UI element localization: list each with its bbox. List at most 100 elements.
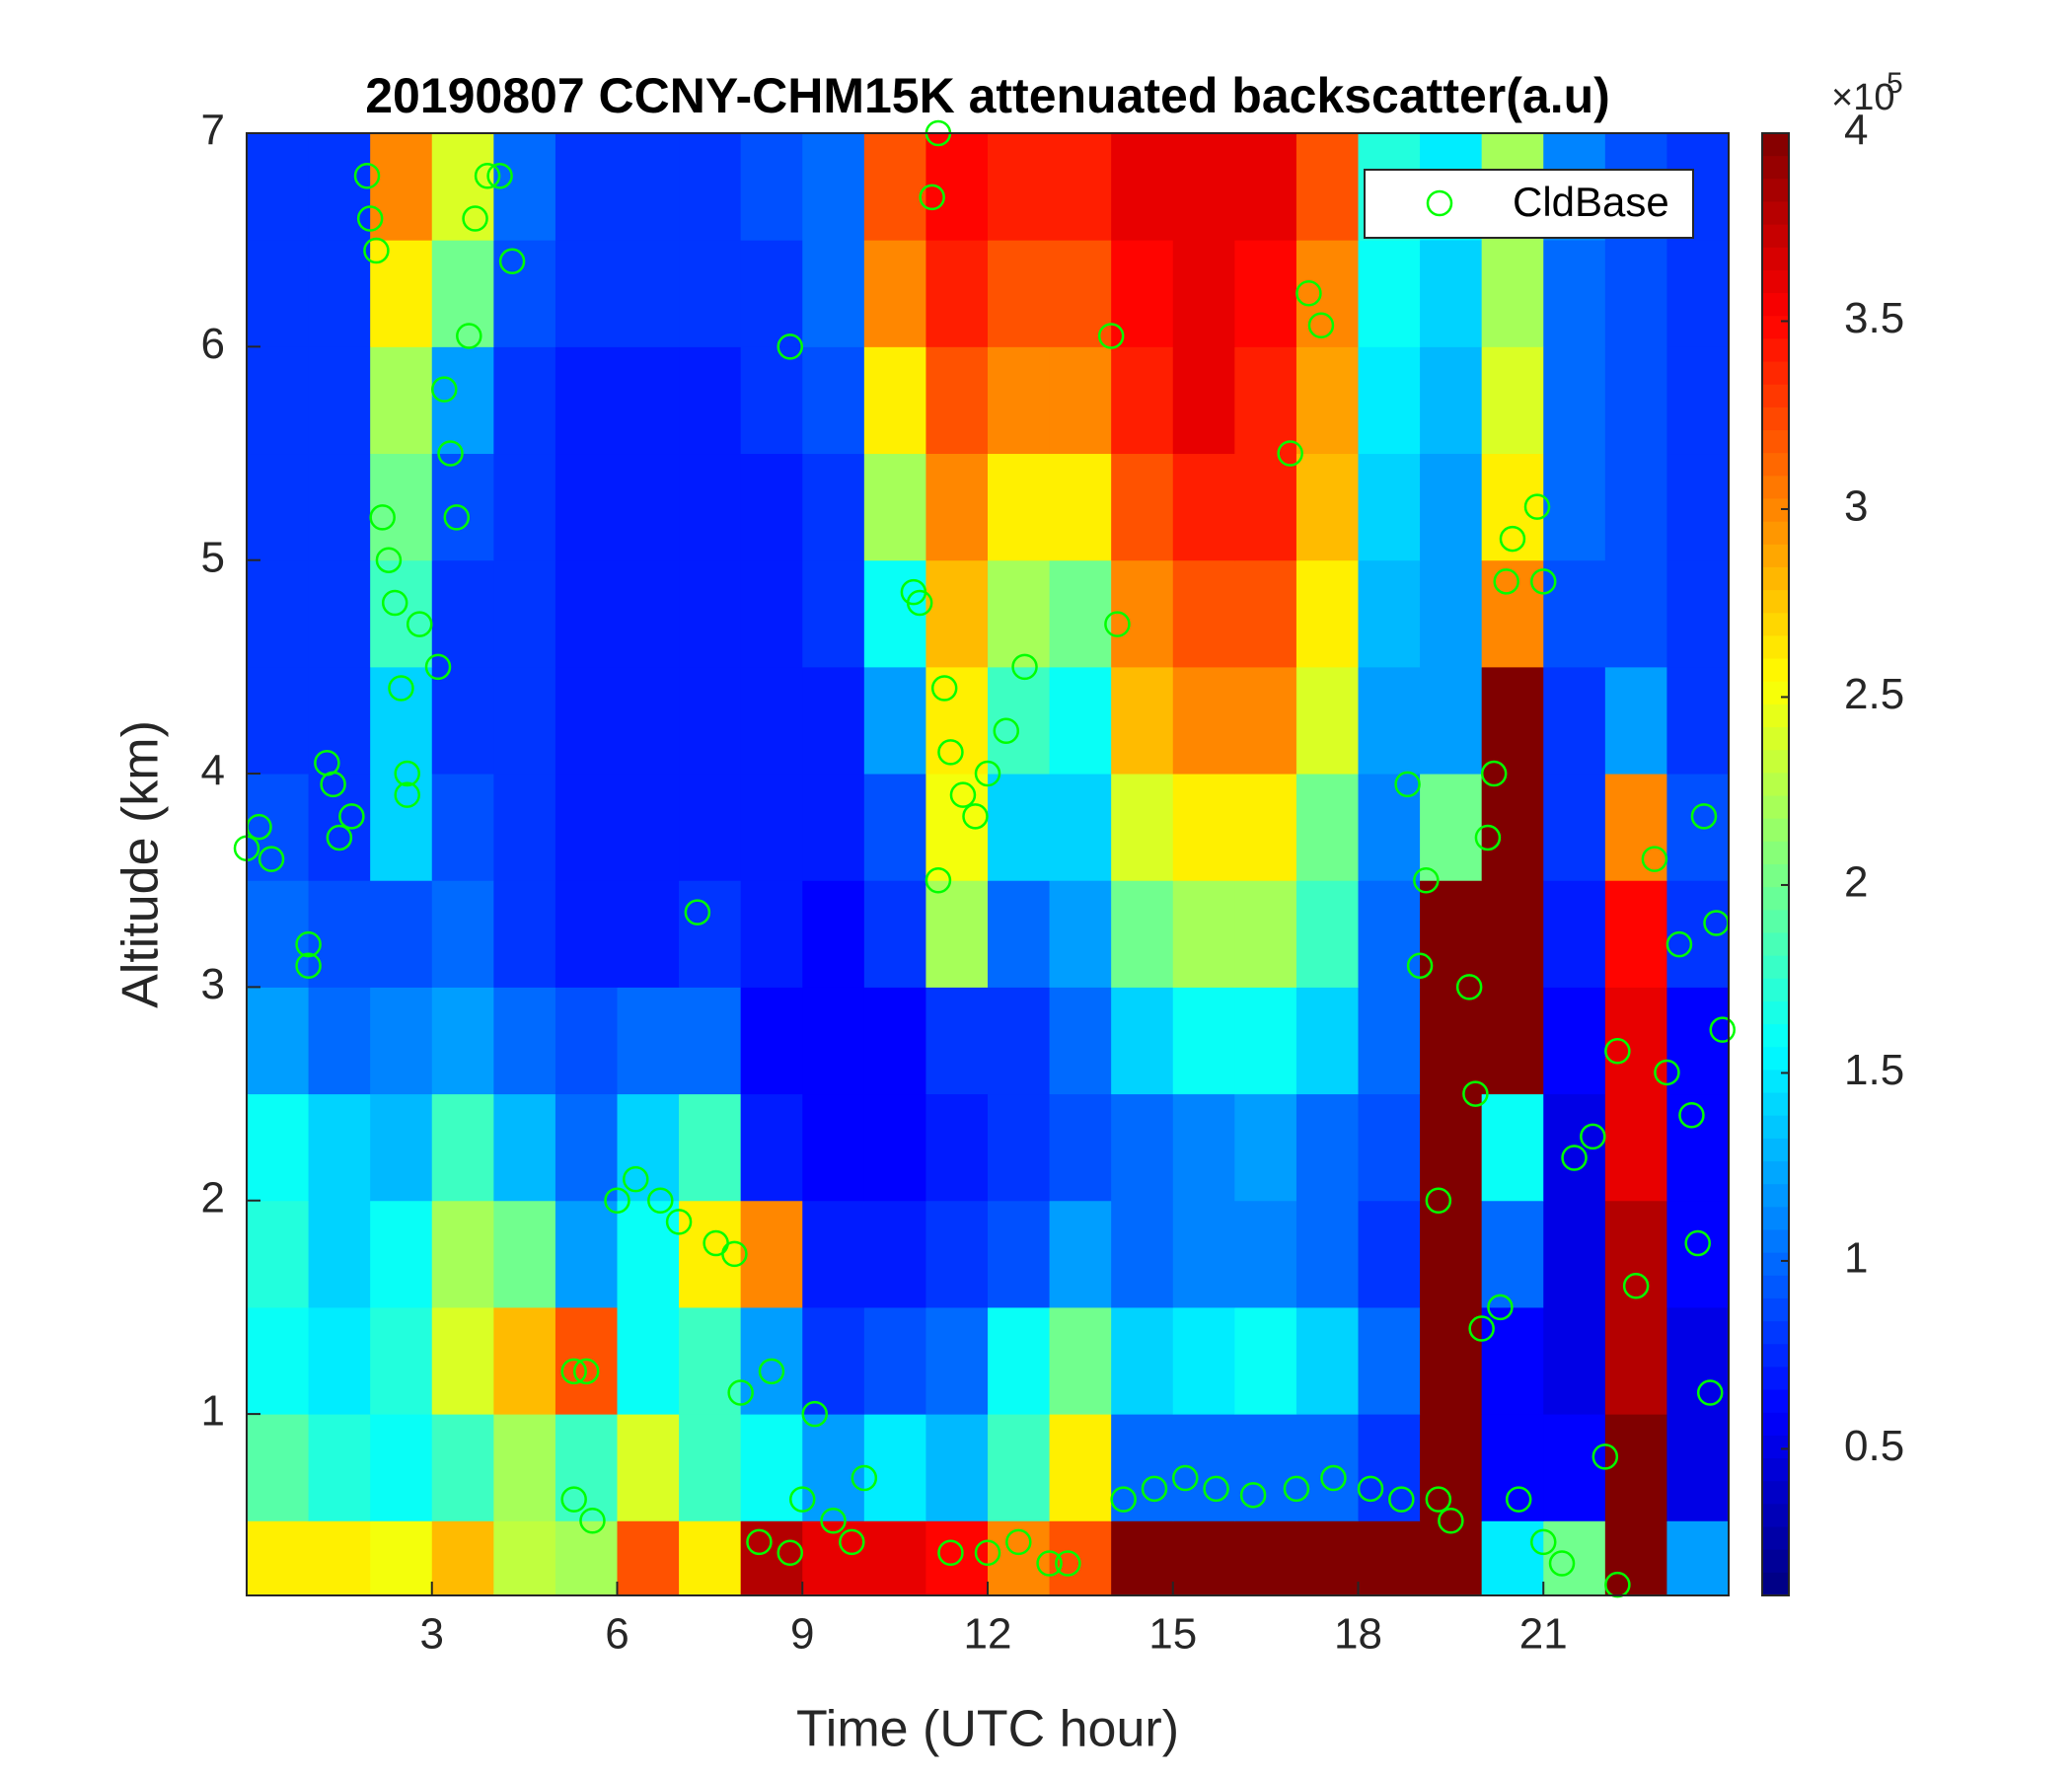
heat-cell: [1111, 1520, 1174, 1596]
heat-cell: [1420, 987, 1483, 1095]
cloud-base-point: [1455, 974, 1483, 1000]
cloud-base-point: [906, 589, 933, 617]
cloud-base-point: [1425, 1486, 1452, 1513]
cloud-base-point: [1474, 824, 1502, 851]
cloud-base-point: [1709, 1016, 1736, 1043]
colorbar-step: [1762, 1092, 1789, 1117]
y-tick-label: 5: [201, 533, 225, 581]
heat-cell: [1666, 453, 1730, 561]
heat-cell: [1111, 1093, 1174, 1202]
heat-cell: [1604, 774, 1667, 881]
heat-cell: [1172, 1520, 1235, 1596]
chart-title: 20190807 CCNY-CHM15K attenuated backscat…: [365, 68, 1610, 123]
cloud-base-point: [424, 653, 452, 681]
colorbar-step: [1762, 269, 1789, 294]
colorbar-multiplier: ×10: [1831, 77, 1894, 118]
heat-cell: [1234, 133, 1297, 241]
heat-cell: [988, 559, 1051, 668]
heat-cell: [617, 1414, 680, 1521]
heat-cell: [1543, 1306, 1606, 1415]
heat-cell: [988, 666, 1051, 775]
cloud-base-point: [684, 899, 711, 925]
colorbar-step: [1762, 498, 1789, 523]
heat-cell: [1295, 453, 1359, 561]
heat-cell: [1172, 559, 1235, 668]
cloud-base-point: [406, 611, 433, 637]
heat-cell: [1604, 559, 1667, 668]
colorbar-step: [1762, 247, 1789, 271]
heat-cell: [802, 1200, 865, 1308]
legend-label: CldBase: [1513, 179, 1669, 225]
colorbar-step: [1762, 703, 1789, 728]
heat-cell: [1111, 666, 1174, 775]
cloud-base-point: [1468, 1315, 1495, 1342]
heat-cell: [802, 346, 865, 455]
cloud-base-point: [1523, 493, 1551, 520]
heat-cell: [1111, 880, 1174, 988]
heat-cell: [617, 1306, 680, 1415]
heat-cell: [247, 1306, 310, 1415]
heat-cell: [555, 133, 618, 241]
heat-cell: [247, 133, 310, 241]
heat-cell: [1604, 346, 1667, 455]
colorbar-step: [1762, 361, 1789, 386]
cloud-base-point: [1548, 1550, 1576, 1577]
heat-cell: [1049, 774, 1112, 881]
x-tick-label: 3: [420, 1610, 444, 1659]
colorbar-step: [1762, 430, 1789, 454]
heat-cell: [679, 346, 742, 455]
heat-cell: [1604, 880, 1667, 988]
heat-cell: [617, 1200, 680, 1308]
colorbar-step: [1762, 156, 1789, 180]
heat-cell: [308, 240, 371, 347]
heat-cell: [925, 666, 989, 775]
cloud-base-point: [1462, 1080, 1489, 1107]
heat-cell: [1420, 1414, 1483, 1521]
colorbar-step: [1762, 133, 1789, 157]
heat-cell: [617, 880, 680, 988]
cloud-base-point: [820, 1508, 847, 1534]
heat-cell: [1420, 1200, 1483, 1308]
heat-cell: [925, 987, 989, 1095]
heatmap: [247, 133, 1730, 1596]
heat-cell: [370, 240, 433, 347]
cloud-base-point: [647, 1187, 674, 1215]
heat-cell: [431, 1200, 494, 1308]
heat-cell: [370, 666, 433, 775]
heat-cell: [863, 1414, 926, 1521]
heat-cell: [740, 1414, 803, 1521]
heat-cell: [863, 1093, 926, 1202]
heat-cell: [1172, 1306, 1235, 1415]
cloud-base-point: [746, 1528, 773, 1556]
heat-cell: [431, 240, 494, 347]
cloud-base-point: [1604, 1571, 1631, 1598]
heat-cell: [1481, 346, 1544, 455]
scatter-layer: [233, 119, 1736, 1598]
cloud-base-point: [1005, 1528, 1032, 1556]
heat-cell: [247, 987, 310, 1095]
heat-cell: [308, 774, 371, 881]
colorbar-step: [1762, 727, 1789, 751]
heat-cell: [1234, 880, 1297, 988]
heat-cell: [863, 774, 926, 881]
cloud-base-point: [375, 547, 403, 573]
y-tick-label: 4: [201, 747, 225, 795]
x-tick-label: 6: [605, 1610, 629, 1659]
cloud-base-point: [1104, 611, 1131, 637]
cloud-base-point: [1499, 525, 1526, 553]
colorbar-step: [1762, 1138, 1789, 1162]
legend-marker: [1426, 189, 1453, 217]
heat-cell: [1420, 1306, 1483, 1415]
heat-cell: [1295, 1200, 1359, 1308]
cloud-base-point: [369, 504, 396, 531]
heat-cell: [802, 987, 865, 1095]
heat-cell: [247, 240, 310, 347]
heat-cell: [1666, 666, 1730, 775]
y-tick-label: 7: [201, 107, 225, 155]
legend: CldBase: [1364, 169, 1694, 239]
colorbar-step: [1762, 1549, 1789, 1574]
cloud-base-point: [572, 1358, 600, 1385]
cloud-base-point: [1097, 323, 1125, 349]
colorbar-step: [1762, 1389, 1789, 1414]
heat-cell: [1234, 987, 1297, 1095]
